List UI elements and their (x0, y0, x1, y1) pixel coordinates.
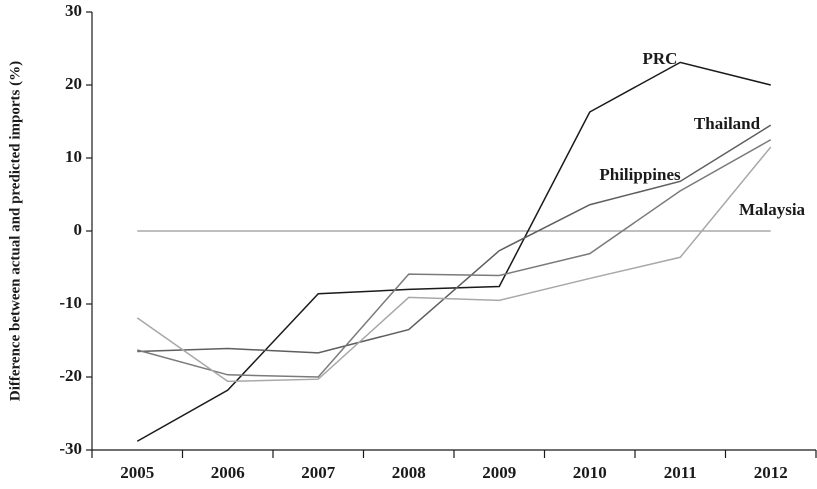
series-label: PRC (643, 49, 678, 68)
x-tick-label: 2011 (664, 463, 697, 482)
series-label: Malaysia (739, 200, 806, 219)
y-tick-label: 20 (65, 74, 82, 93)
y-tick-label: 0 (74, 220, 83, 239)
y-tick-label: -30 (59, 439, 82, 458)
x-tick-label: 2009 (482, 463, 516, 482)
y-axis-label: Difference between actual and predicted … (7, 61, 23, 401)
x-tick-label: 2006 (211, 463, 245, 482)
series-label: Philippines (599, 165, 681, 184)
y-tick-label: -10 (59, 293, 82, 312)
series-line (137, 124, 772, 354)
x-tick-label: 2005 (120, 463, 154, 482)
x-tick-label: 2007 (301, 463, 336, 482)
y-tick-label: -20 (59, 366, 82, 385)
x-tick-label: 2012 (754, 463, 788, 482)
series-label: Thailand (694, 114, 761, 133)
x-tick-label: 2010 (573, 463, 607, 482)
y-tick-label: 30 (65, 1, 82, 20)
y-tick-label: 10 (65, 147, 82, 166)
series-line (137, 139, 772, 378)
x-tick-label: 2008 (392, 463, 426, 482)
series-line (136, 146, 772, 383)
series-line (136, 61, 771, 442)
